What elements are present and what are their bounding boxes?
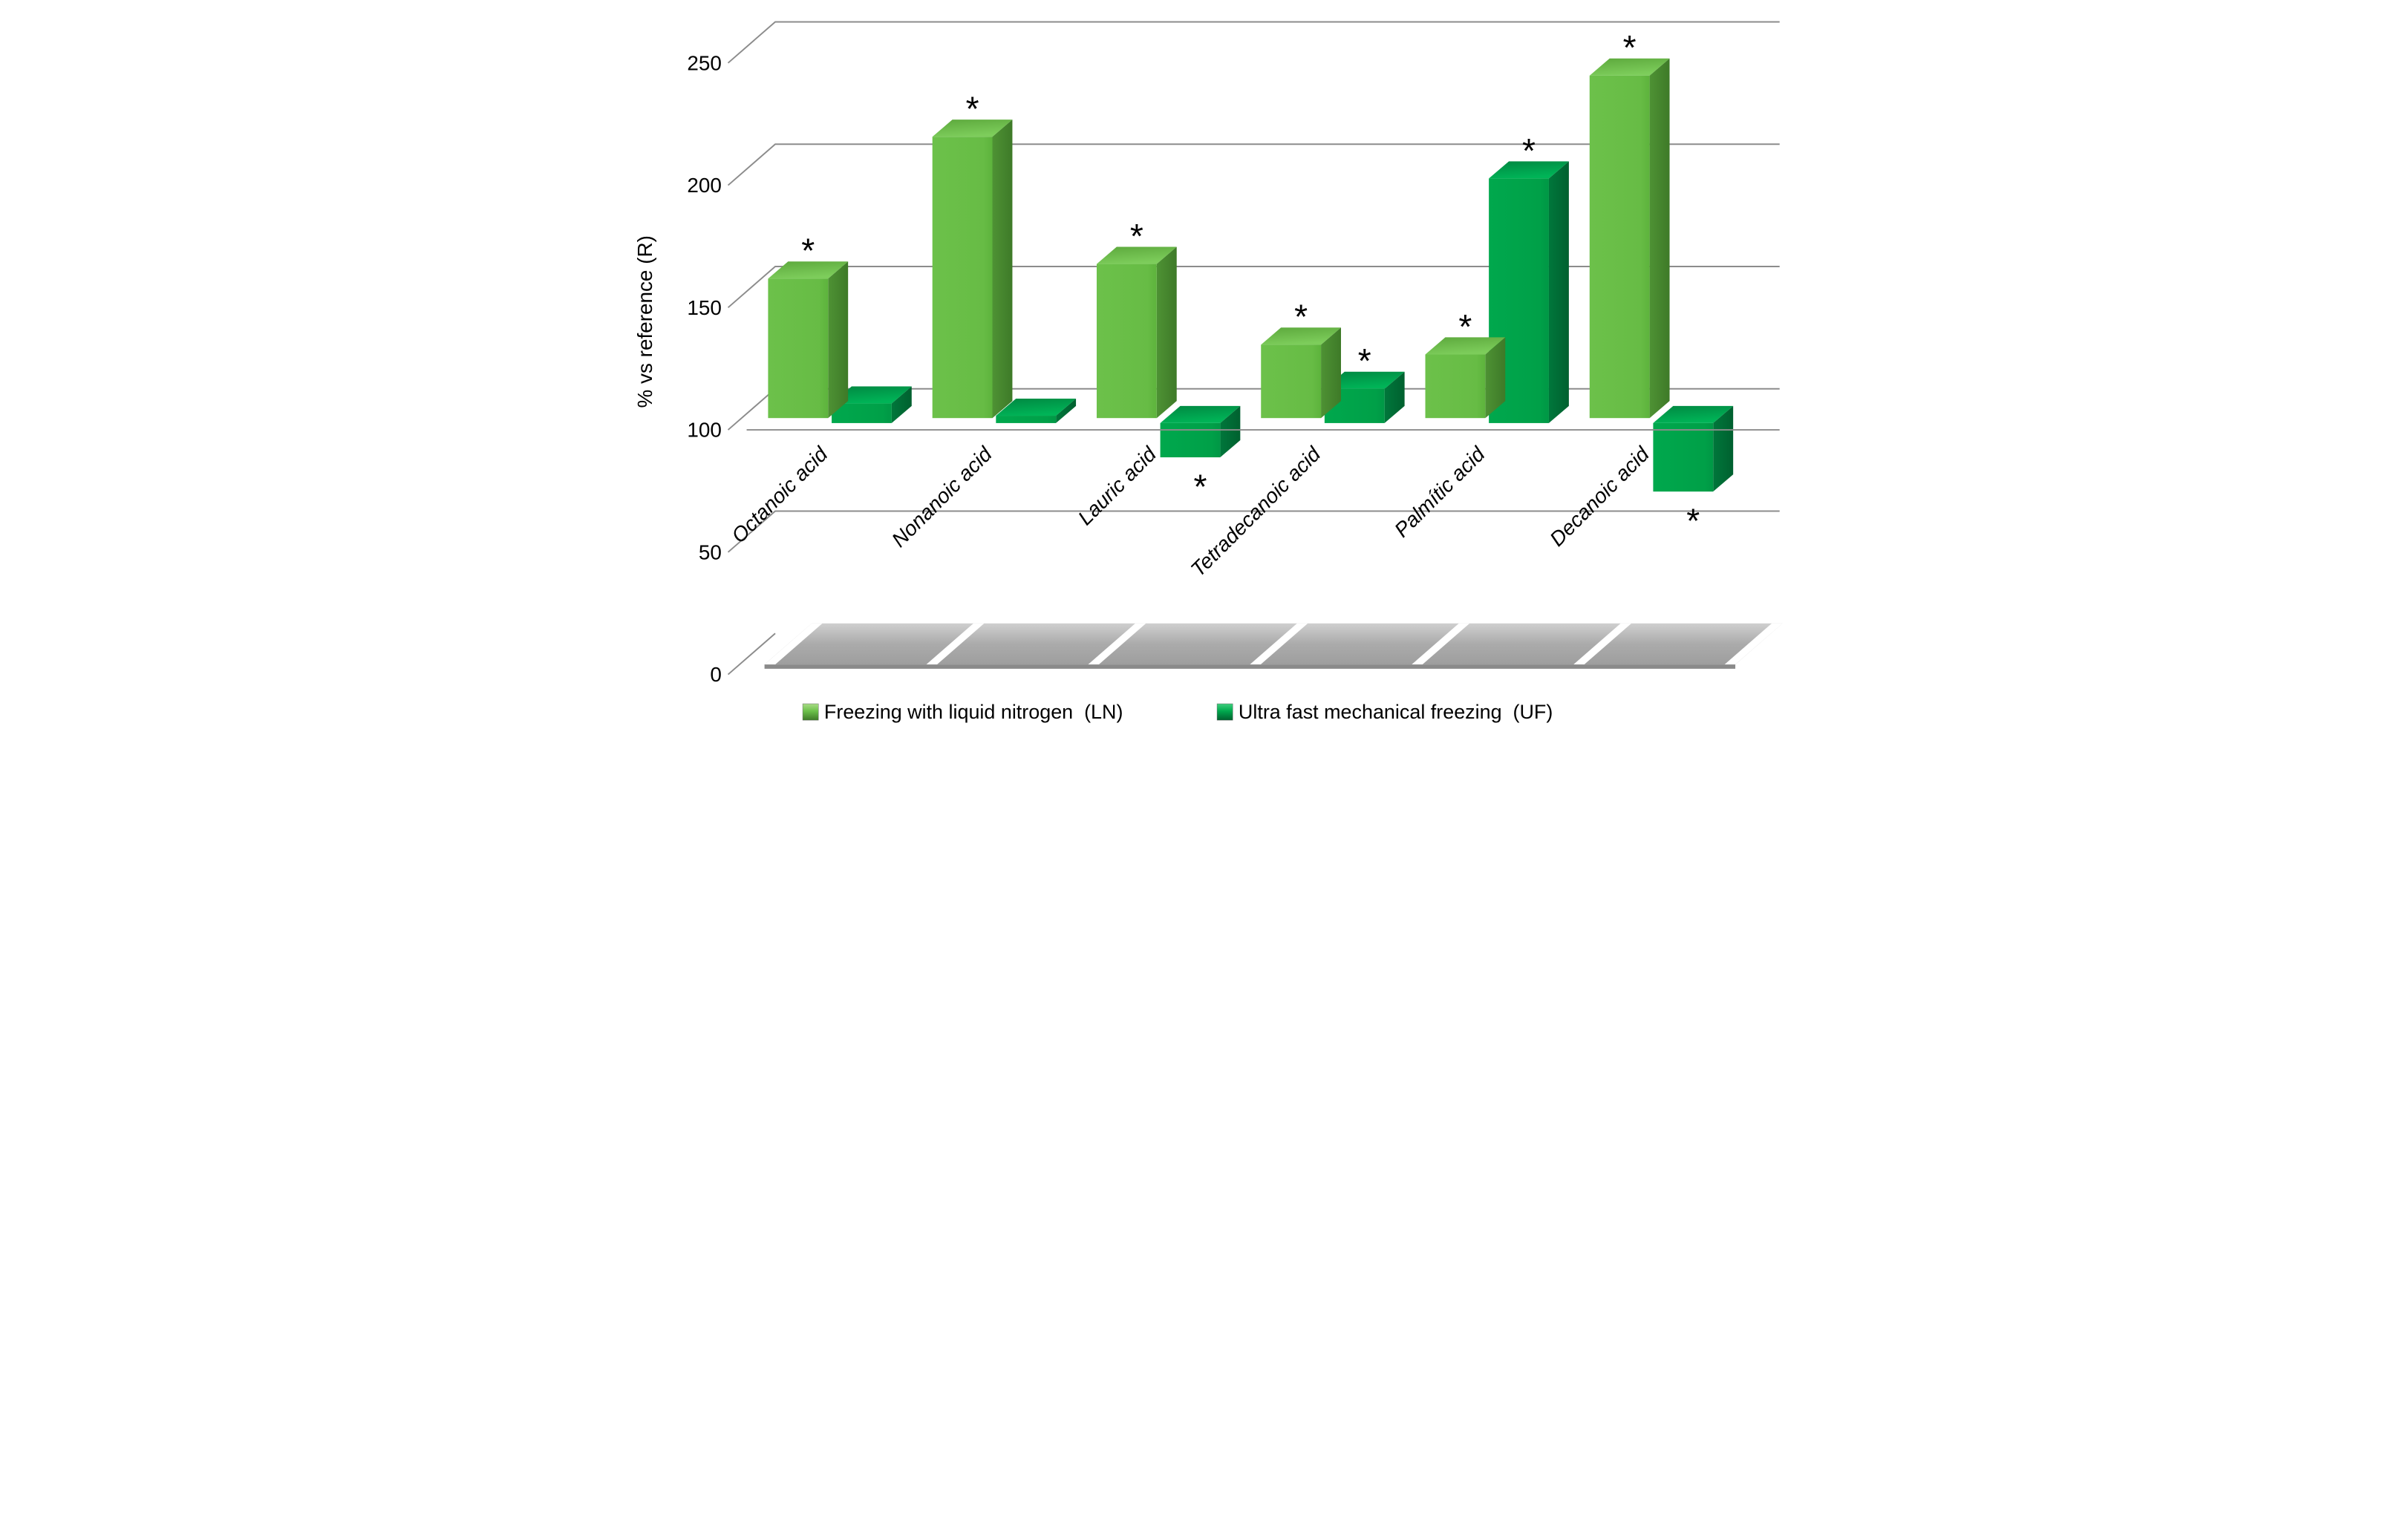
floor-separator	[1573, 623, 1631, 665]
bar-nonanoic-acid-uf-side-face	[1055, 398, 1076, 423]
bar-octanoic-acid-uf	[831, 386, 912, 423]
floor-separator	[1411, 623, 1469, 665]
bar-decanoic-acid-ln-front-face	[1589, 75, 1650, 419]
bars-layer	[767, 58, 1733, 492]
bar-palm-tic-acid-ln-side-face	[1484, 337, 1505, 419]
floor-separator	[1249, 623, 1308, 665]
bar-palm-tic-acid-ln-top-face	[1425, 337, 1505, 355]
bar-octanoic-acid-ln	[767, 261, 848, 419]
y-tick-label-250: 250	[687, 51, 722, 74]
bar-nonanoic-acid-uf-top-face	[995, 398, 1076, 416]
legend-label-ln: Freezing with liquid nitrogen (LN)	[823, 701, 1123, 723]
bar-octanoic-acid-ln-top-face	[767, 261, 848, 279]
bar-octanoic-acid-ln-side-face	[827, 261, 848, 419]
bar-tetradecanoic-acid-uf	[1324, 371, 1405, 423]
bar-chart-canvas: 0 50 100 150 200 250 Octanoic acid Nonanoic ac…	[633, 21, 1783, 723]
bar-lauric-acid-uf-side-face	[1219, 405, 1240, 458]
bar-decanoic-acid-uf-side-face	[1712, 405, 1733, 492]
floor-separator	[764, 623, 823, 665]
significance-asterisk: *	[1686, 502, 1700, 540]
legend-swatch-uf	[1216, 703, 1233, 721]
bar-nonanoic-acid-uf	[995, 398, 1076, 423]
y-tick-labels: 0 50 100 150 200 250	[687, 51, 722, 686]
bar-decanoic-acid-uf-front-face	[1652, 422, 1713, 492]
y-tick-label-50: 50	[698, 540, 721, 563]
bar-octanoic-acid-uf-front-face	[831, 403, 892, 423]
bar-lauric-acid-ln	[1096, 246, 1177, 419]
bar-nonanoic-acid-ln	[932, 120, 1012, 419]
bar-nonanoic-acid-ln-top-face	[932, 120, 1012, 137]
bar-tetradecanoic-acid-ln-side-face	[1320, 327, 1341, 419]
category-label-lauric-acid: Lauric acid	[1073, 442, 1161, 529]
category-label-decanoic-acid: Decanoic acid	[1545, 442, 1654, 551]
bar-octanoic-acid-ln-front-face	[767, 278, 828, 419]
bar-lauric-acid-ln-front-face	[1096, 264, 1157, 419]
y-tick-label-100: 100	[687, 419, 722, 442]
bar-decanoic-acid-ln	[1589, 58, 1670, 419]
bar-tetradecanoic-acid-uf-side-face	[1384, 371, 1405, 423]
floor-separator	[926, 623, 984, 665]
bar-lauric-acid-uf-top-face	[1160, 405, 1240, 423]
y-tick-label-200: 200	[687, 174, 722, 197]
legend-swatch-ln	[802, 703, 818, 721]
bar-palm-tic-acid-uf-top-face	[1488, 161, 1569, 179]
significance-asterisk: *	[965, 90, 979, 128]
bar-decanoic-acid-uf-top-face	[1652, 405, 1733, 423]
bar-tetradecanoic-acid-ln-front-face	[1260, 344, 1321, 419]
bar-decanoic-acid-ln-side-face	[1649, 58, 1670, 419]
significance-asterisk: *	[1522, 131, 1536, 170]
bar-palm-tic-acid-uf	[1488, 161, 1569, 423]
bar-tetradecanoic-acid-ln-top-face	[1260, 327, 1341, 345]
significance-asterisk: *	[1294, 298, 1308, 336]
y-axis-title: % vs reference (R)	[633, 235, 656, 408]
bar-lauric-acid-ln-top-face	[1096, 246, 1177, 264]
floor-separator	[1087, 623, 1146, 665]
category-label-palm-tic-acid: Palmític acid	[1389, 442, 1489, 542]
bar-lauric-acid-ln-side-face	[1156, 246, 1177, 419]
floor-layer	[764, 623, 1783, 669]
bar-lauric-acid-uf-front-face	[1160, 422, 1220, 458]
category-label-octanoic-acid: Octanoic acid	[727, 442, 832, 547]
significance-asterisk: *	[1458, 307, 1472, 346]
bar-palm-tic-acid-ln	[1425, 337, 1505, 419]
bar-tetradecanoic-acid-uf-top-face	[1324, 371, 1405, 389]
floor-separator	[1724, 623, 1783, 665]
bar-nonanoic-acid-ln-side-face	[992, 120, 1012, 419]
bar-tetradecanoic-acid-ln	[1260, 327, 1341, 419]
significance-asterisk: *	[1622, 28, 1636, 67]
bar-nonanoic-acid-ln-front-face	[932, 137, 993, 419]
legend: Freezing with liquid nitrogen (LN) Ultra …	[802, 701, 1553, 723]
bar-octanoic-acid-uf-side-face	[891, 386, 912, 423]
gridline-200	[727, 143, 1780, 186]
gridline-50	[727, 510, 1780, 553]
y-tick-label-0: 0	[710, 663, 722, 686]
bar-palm-tic-acid-uf-side-face	[1548, 161, 1569, 423]
figure: 0 50 100 150 200 250 Octanoic acid Nonanoic ac…	[625, 7, 1784, 742]
significance-asterisk: *	[801, 232, 815, 270]
bar-lauric-acid-uf	[1160, 405, 1240, 458]
bar-decanoic-acid-uf	[1652, 405, 1733, 492]
bar-nonanoic-acid-uf-front-face	[995, 416, 1056, 423]
category-label-nonanoic-acid: Nonanoic acid	[887, 442, 996, 552]
floor-front-edge	[764, 664, 1735, 669]
y-tick-label-150: 150	[687, 296, 722, 319]
bar-palm-tic-acid-ln-front-face	[1425, 354, 1485, 419]
significance-asterisk: *	[1357, 341, 1371, 380]
bar-octanoic-acid-uf-top-face	[831, 386, 912, 404]
gridline-250	[727, 21, 1780, 64]
gridline-0	[727, 632, 776, 676]
legend-label-uf: Ultra fast mechanical freezing (UF)	[1238, 701, 1552, 723]
significance-markers: * * * * * * * * * *	[801, 28, 1700, 540]
bar-decanoic-acid-ln-top-face	[1589, 58, 1670, 76]
gridline-150	[727, 266, 1780, 309]
significance-asterisk: *	[1129, 217, 1143, 255]
significance-asterisk: *	[1193, 467, 1207, 506]
